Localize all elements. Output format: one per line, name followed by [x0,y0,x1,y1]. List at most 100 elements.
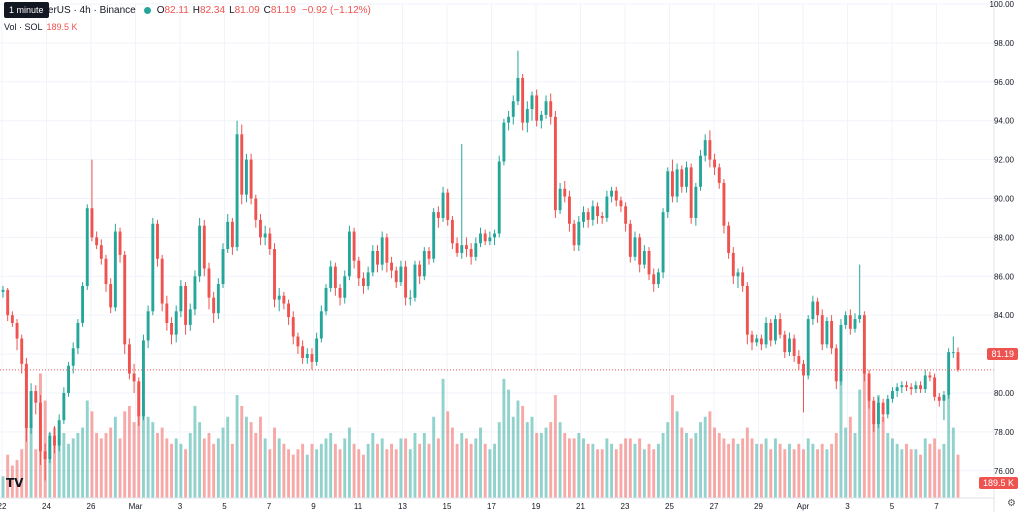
volume-bar [259,416,262,498]
candle-body [146,311,150,341]
volume-legend-label: Vol · SOL [4,22,43,32]
tradingview-logo[interactable]: TV [6,476,24,490]
volume-bar [273,427,276,498]
candle-body [811,301,815,320]
volume-bar [516,400,520,498]
candle-body [708,140,712,160]
volume-bar [408,449,412,498]
candle-body [582,212,585,222]
y-tick-label: 90.00 [994,194,1015,203]
candle-body [479,233,482,244]
candle-body [113,231,117,308]
candle-body [900,385,904,388]
candle-body [876,402,880,425]
candle-body [839,324,843,382]
volume-bar [305,454,309,498]
y-tick-label: 84.00 [994,311,1015,320]
volume-bar [76,433,80,498]
volume-bar [848,416,852,498]
volume-bar [170,443,173,498]
volume-bar [900,449,904,498]
volume-bar [10,465,14,498]
x-tick-label: 25 [665,502,674,511]
candle-body [680,169,684,187]
gear-icon[interactable]: ⚙ [1007,498,1016,509]
candle-body [553,116,557,211]
symbol-label[interactable]: etherUS · 4h · Binance [34,5,136,16]
volume-bar [95,433,99,498]
volume-bar [670,395,674,498]
candle-body [699,155,702,187]
volume-bar [525,422,529,498]
change-value: −0.92 (−1.12%) [301,5,371,16]
volume-bar [839,378,843,498]
candle-body [937,396,941,401]
volume-bar [956,454,960,498]
x-tick-label: Apr [797,502,810,511]
candle-body [216,284,220,314]
volume-bar [511,416,515,498]
candle-body [858,315,862,320]
candle-body [905,385,908,388]
volume-bar [844,427,848,498]
candle-body [333,266,337,288]
volume-bar [104,433,108,498]
volume-bar [713,427,717,498]
last-price-tag: 81.19 [987,348,1018,360]
status-dot-icon [143,7,151,14]
candle-body [156,223,159,259]
candle-body [933,377,937,397]
candle-body [184,286,188,325]
candle-body [600,215,604,218]
volume-bar [652,449,656,498]
volume-bar [792,449,796,498]
interval-tooltip: 1 minute [4,2,49,18]
volume-bar [759,443,763,498]
candle-body [535,95,539,121]
x-tick-label: 17 [487,502,496,511]
x-tick-label: 11 [354,502,363,511]
volume-bar [432,416,436,498]
candle-body [179,286,183,312]
candle-body [141,340,145,417]
candle-body [394,270,398,283]
candle-body [685,167,688,187]
volume-bar [184,449,188,498]
candle-body [638,237,642,265]
volume-bar [146,416,150,498]
volume-bar [741,438,745,498]
volume-bar [230,443,234,498]
volume-bar [141,400,145,498]
volume-bar [446,411,450,498]
candle-body [385,237,389,263]
volume-bar [174,438,178,498]
candle-body [736,272,740,277]
candle-body [207,268,211,298]
volume-bar [188,433,192,498]
candle-body [132,373,136,382]
candle-body [338,287,342,298]
volume-bar [287,449,291,498]
volume-bar [596,449,599,498]
volume-bar [29,422,33,498]
candle-body [357,260,361,279]
candle-body [727,225,731,253]
volume-bar [254,433,258,498]
volume-bar [862,368,866,498]
candle-body [666,171,670,213]
volume-bar [113,416,117,498]
volume-bar [708,411,712,498]
candle-body [455,243,459,253]
volume-bar [591,443,595,498]
candle-body [24,363,28,428]
volume-bar [263,438,267,498]
candle-body [951,352,955,354]
volume-bar [235,395,239,498]
volume-bar [722,438,726,498]
volume-bar [385,449,389,498]
volume-bar [624,438,628,498]
candle-body [891,391,894,399]
candle-body [717,167,721,183]
volume-bar [1,476,5,498]
